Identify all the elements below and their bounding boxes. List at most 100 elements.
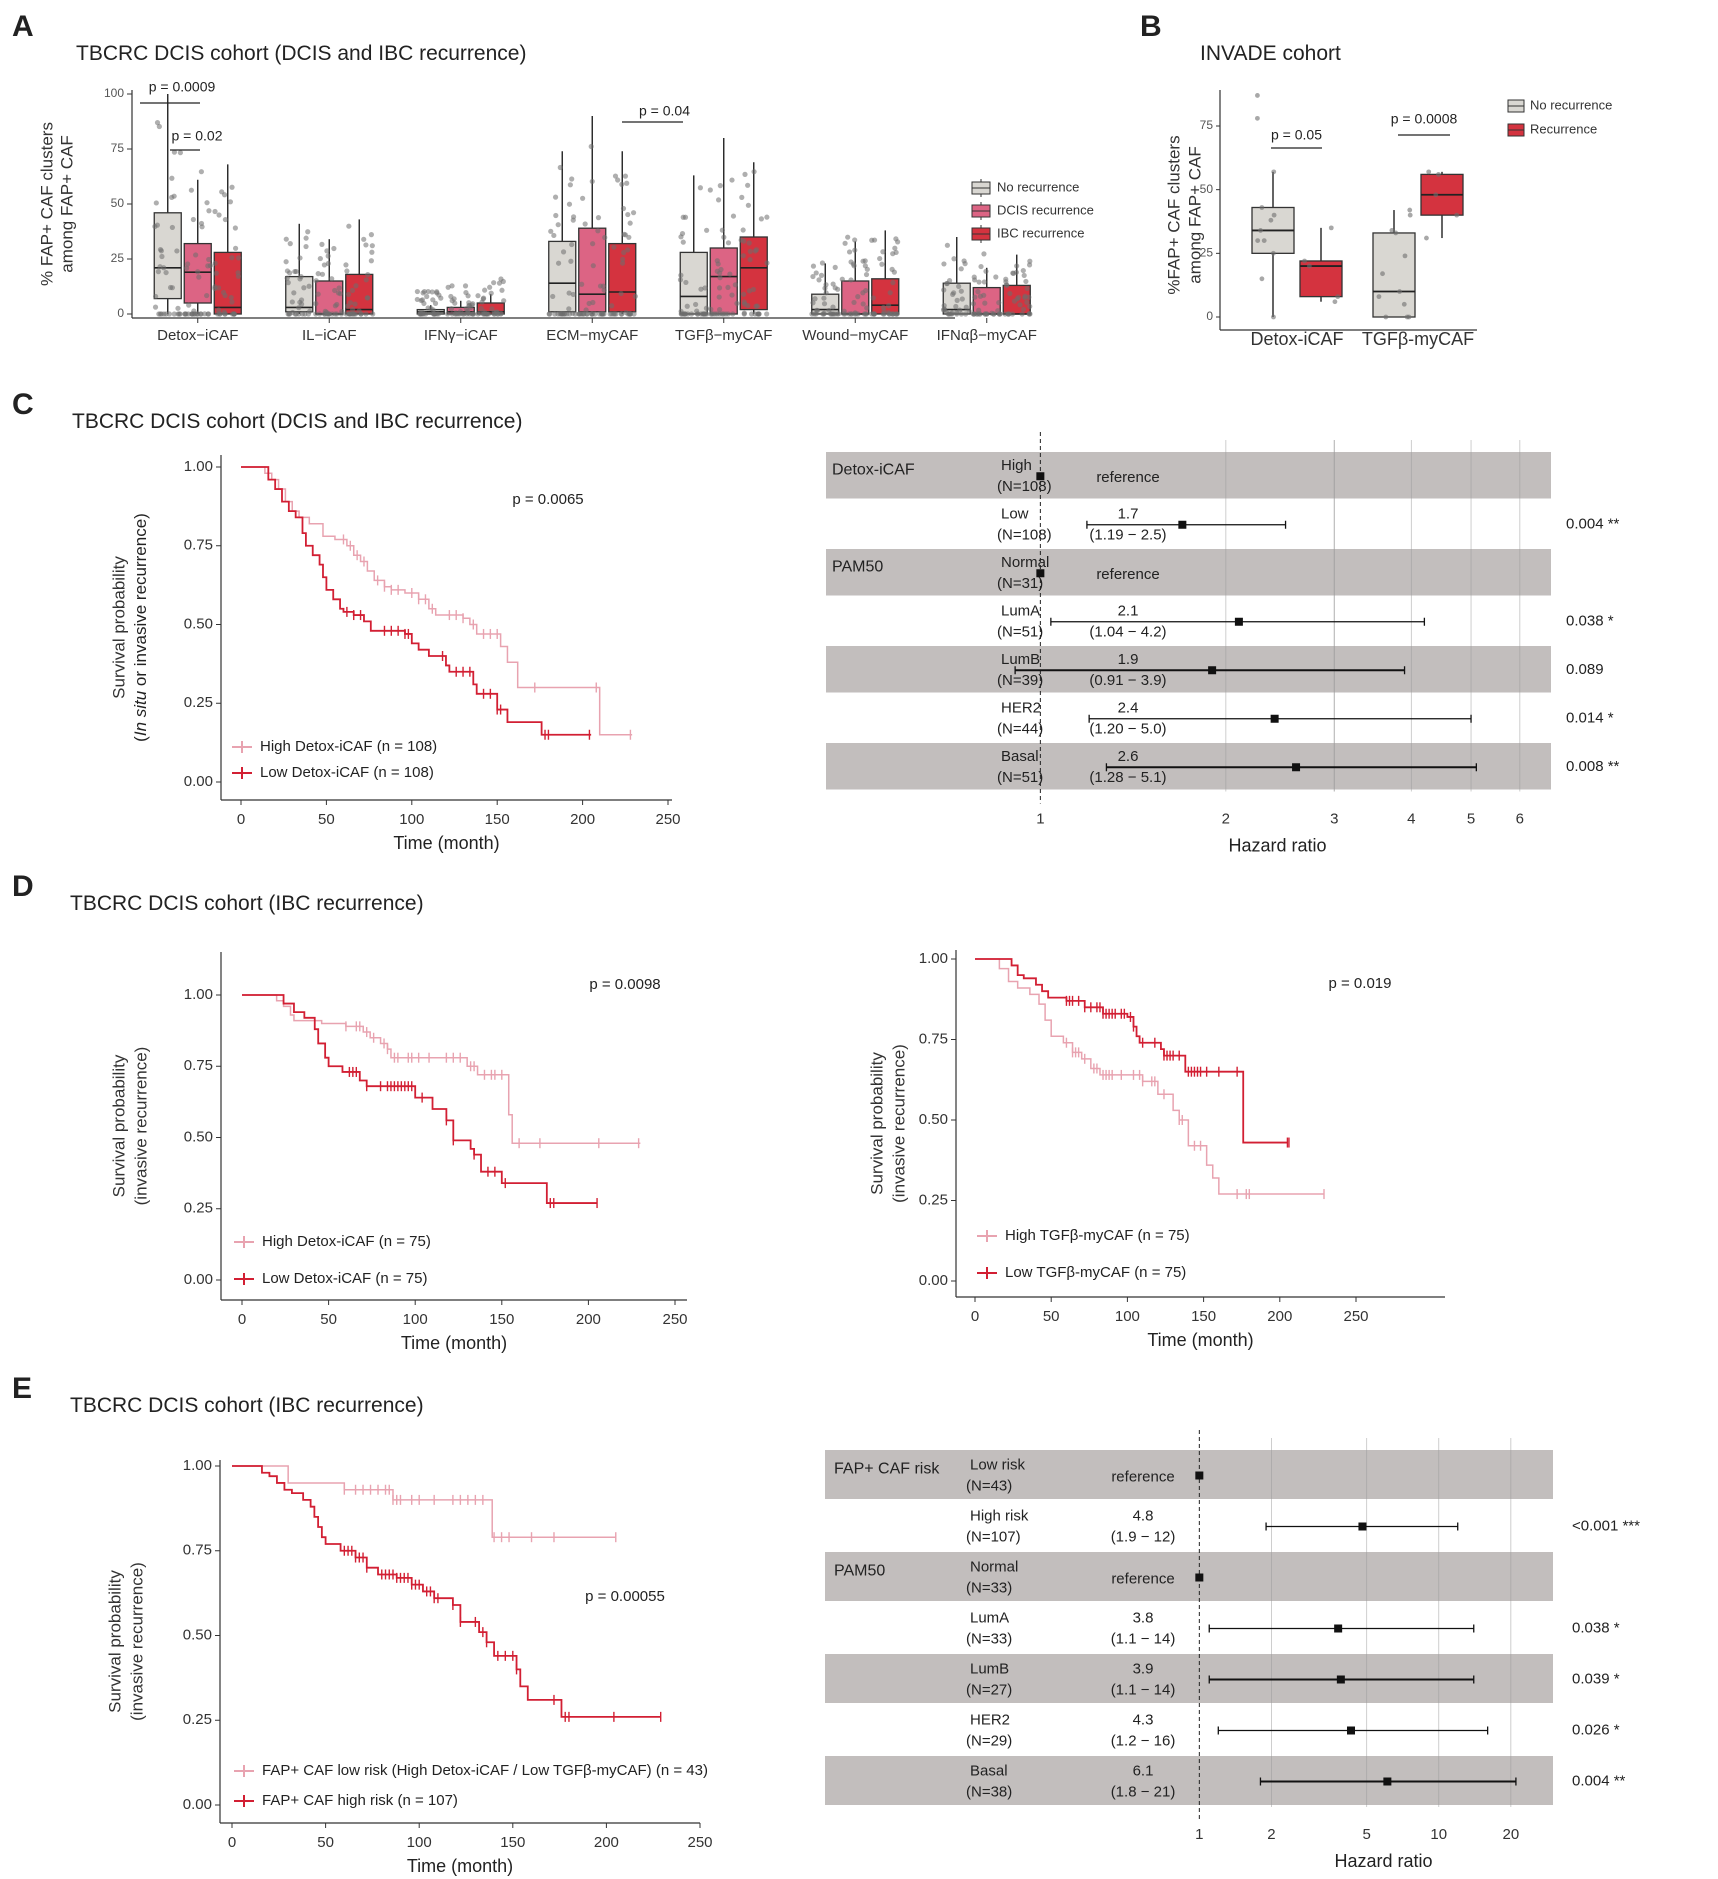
data-point — [956, 283, 962, 289]
y-tick-label: 0.50 — [184, 615, 213, 632]
data-point — [419, 297, 426, 303]
x-tick-label: 200 — [1267, 1308, 1292, 1325]
y-tick-label: 0 — [117, 306, 124, 320]
data-point — [305, 229, 311, 235]
data-point — [708, 306, 714, 312]
data-point — [235, 255, 242, 261]
data-point — [718, 266, 724, 273]
data-point — [449, 283, 455, 289]
data-point — [326, 311, 332, 317]
x-tick-label: 50 — [318, 811, 335, 828]
data-point — [845, 234, 851, 240]
x-tick-label: 250 — [662, 1311, 687, 1328]
data-point — [555, 222, 561, 228]
data-point — [431, 311, 437, 317]
hr-point — [1334, 1624, 1343, 1633]
data-point — [285, 279, 291, 286]
data-point — [1014, 263, 1020, 269]
data-point — [188, 187, 194, 193]
data-point — [740, 253, 746, 259]
data-point — [315, 271, 321, 277]
data-point — [487, 284, 493, 290]
data-point — [485, 311, 492, 317]
data-point — [494, 311, 501, 317]
y-tick-label: 0.00 — [184, 1271, 213, 1288]
data-point — [717, 183, 723, 189]
data-point — [319, 271, 326, 277]
forest-ci-value: (1.8 − 21) — [1111, 1783, 1176, 1800]
data-point — [174, 248, 180, 254]
forest-hr-value: 1.7 — [1118, 506, 1139, 523]
data-point — [727, 271, 733, 277]
data-point — [951, 290, 957, 296]
data-point — [432, 300, 439, 306]
x-tick-label: Detox-iCAF — [1250, 329, 1343, 349]
x-tick-label: 2 — [1267, 1826, 1275, 1843]
data-point — [336, 285, 342, 291]
data-point — [870, 295, 876, 301]
data-point — [976, 279, 982, 285]
data-point — [595, 215, 602, 221]
data-point — [627, 220, 633, 226]
x-axis-label: Time (month) — [401, 1333, 507, 1353]
data-point — [566, 201, 573, 207]
data-point — [864, 305, 870, 311]
data-point — [839, 276, 845, 282]
data-point — [730, 213, 737, 219]
data-point — [830, 281, 836, 287]
forest-level-label: Normal — [970, 1558, 1018, 1575]
forest-level-label: Normal — [1001, 554, 1049, 571]
data-point — [623, 310, 629, 316]
x-tick-label: 3 — [1330, 810, 1338, 827]
data-point — [462, 283, 469, 289]
data-point — [961, 258, 967, 264]
data-point — [756, 311, 762, 317]
y-axis-label: Survival probability — [109, 1054, 128, 1197]
data-point — [721, 234, 727, 240]
forest-ci-value: (1.19 − 2.5) — [1089, 527, 1166, 544]
data-point — [758, 216, 764, 222]
data-point — [1328, 225, 1334, 231]
data-point — [717, 275, 723, 281]
survival-curve — [975, 958, 1288, 1144]
forest-plot-C-forest: 1 2 3 4 5 6 Hazard ratio Detox-iCAF High (N=108) r… — [826, 432, 1620, 855]
data-point — [569, 176, 575, 182]
data-point — [345, 291, 352, 297]
forest-ci-value: (1.20 − 5.0) — [1089, 721, 1166, 738]
y-tick-label: 0 — [1206, 309, 1213, 323]
hr-point — [1178, 520, 1187, 529]
forest-p-value: 0.004 ** — [1572, 1772, 1626, 1789]
x-tick-label: 10 — [1430, 1826, 1447, 1843]
data-point — [297, 255, 303, 261]
data-point — [823, 290, 829, 296]
data-point — [600, 283, 606, 289]
y-tick-label: 0.25 — [183, 1711, 212, 1728]
data-point — [879, 261, 885, 267]
data-point — [818, 272, 825, 278]
data-point — [1015, 294, 1022, 301]
data-point — [158, 248, 164, 254]
box — [1372, 232, 1416, 318]
legend-label: IBC recurrence — [997, 225, 1084, 240]
data-point — [287, 270, 293, 276]
data-point — [877, 255, 883, 262]
data-point — [716, 294, 722, 300]
data-point — [958, 288, 964, 294]
data-point — [365, 295, 371, 301]
data-point — [185, 261, 191, 267]
data-point — [880, 311, 886, 317]
data-point — [609, 303, 615, 309]
data-point — [425, 288, 431, 295]
forest-n-label: (N=33) — [966, 1579, 1012, 1596]
data-point — [1026, 294, 1032, 300]
data-point — [219, 189, 225, 195]
forest-group-label: PAM50 — [834, 1563, 885, 1580]
data-point — [951, 256, 957, 262]
data-point — [832, 264, 838, 270]
data-point — [962, 311, 969, 317]
data-point — [601, 287, 607, 293]
data-point — [453, 310, 459, 316]
data-point — [163, 269, 169, 276]
data-point — [1402, 253, 1408, 259]
data-point — [171, 311, 177, 317]
